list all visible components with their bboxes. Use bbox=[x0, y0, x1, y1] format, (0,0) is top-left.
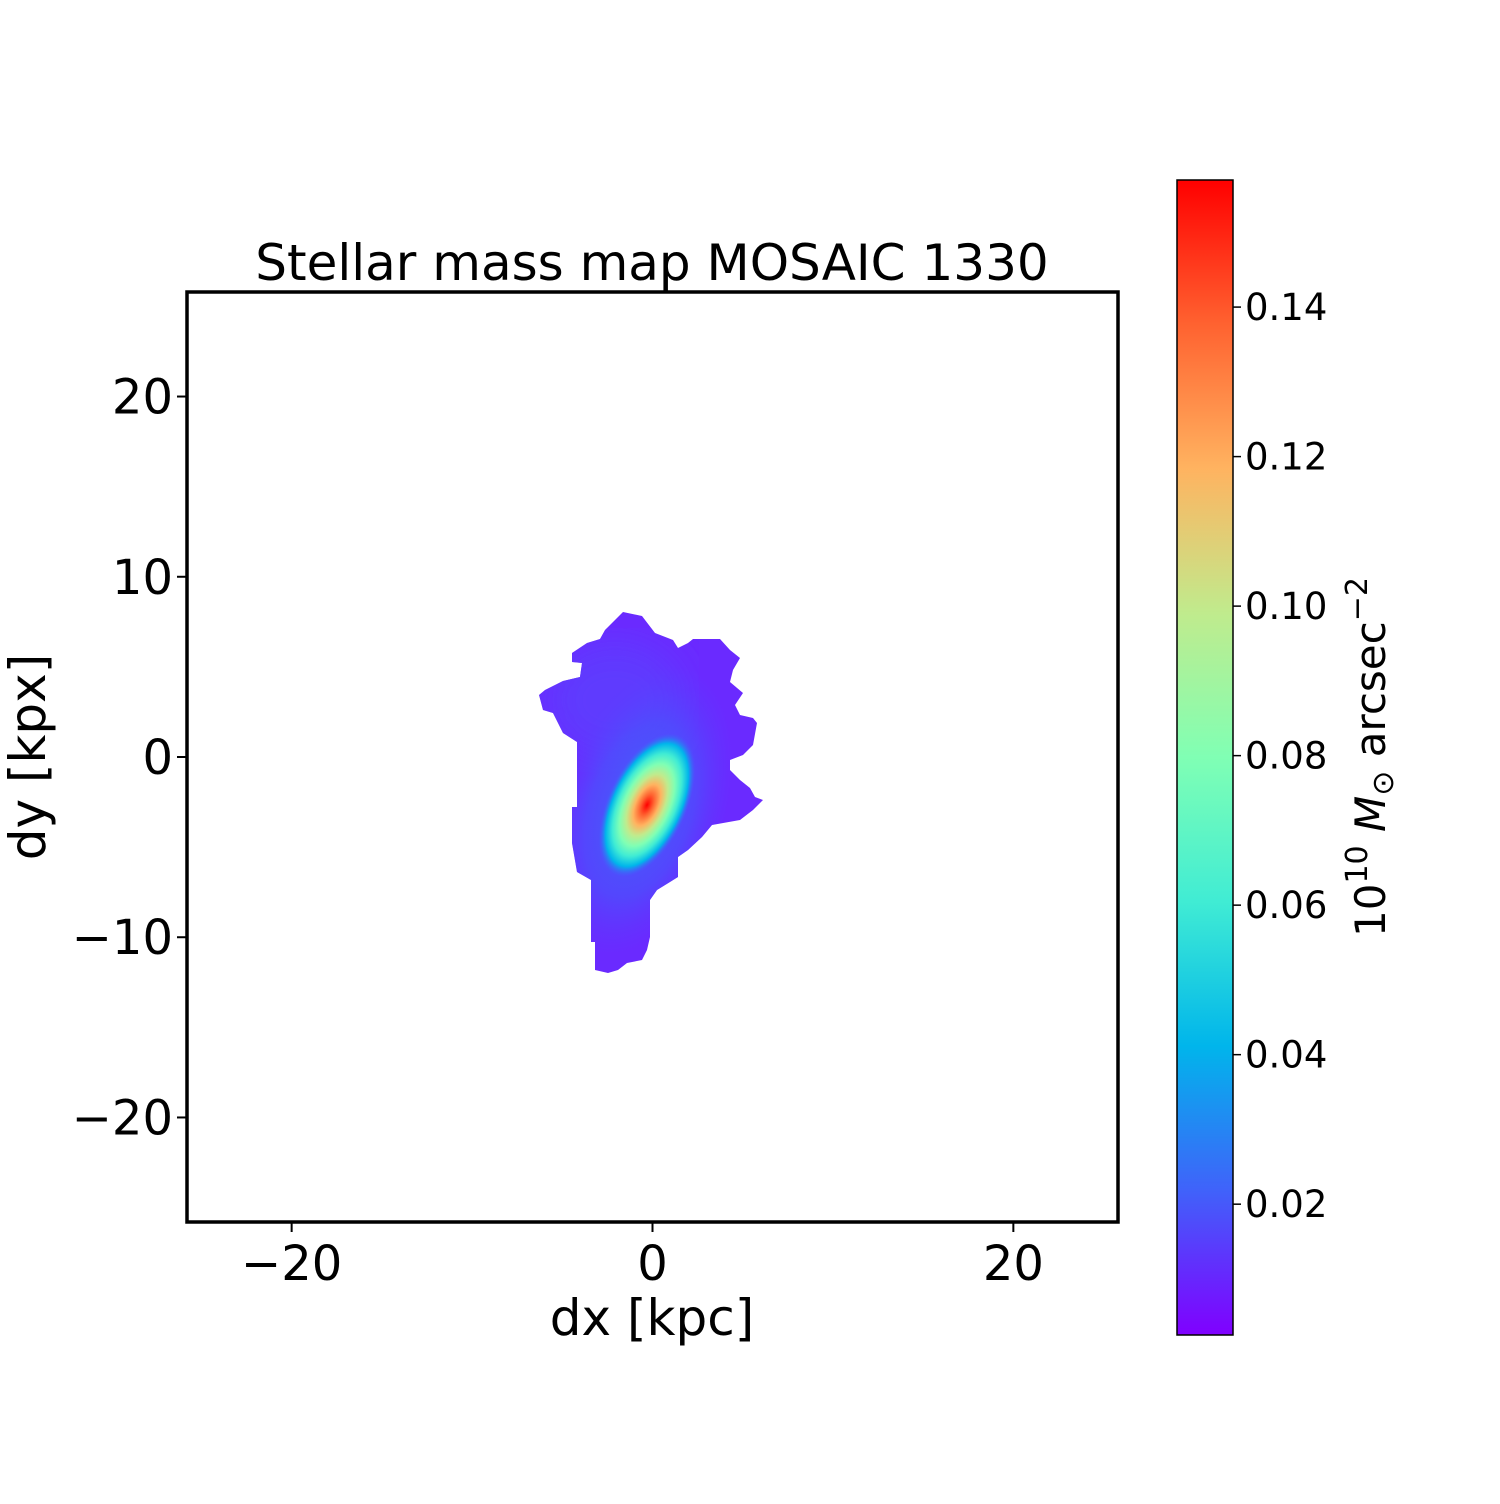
y-axis: −20 −10 0 10 20 bbox=[72, 370, 187, 1146]
y-tick-label: 10 bbox=[112, 550, 173, 606]
colorbar-tick-label: 0.06 bbox=[1245, 884, 1327, 927]
x-axis-label: dx [kpc] bbox=[550, 1289, 754, 1347]
x-axis: −20 0 20 bbox=[241, 1222, 1044, 1292]
colorbar-tick-label: 0.08 bbox=[1245, 735, 1327, 778]
colorbar-tick-label: 0.04 bbox=[1245, 1034, 1327, 1077]
colorbar-tick-label: 0.12 bbox=[1245, 436, 1327, 479]
stellar-mass-image bbox=[539, 612, 763, 973]
y-tick-label: 0 bbox=[142, 730, 173, 786]
y-axis-label: dy [kpx] bbox=[0, 654, 57, 861]
colorbar-label: 1010 M⊙ arcsec−2 bbox=[1340, 577, 1401, 937]
galaxy-core bbox=[591, 723, 703, 887]
chart-title: Stellar mass map MOSAIC 1330 bbox=[255, 234, 1048, 292]
x-tick-label: 0 bbox=[637, 1236, 668, 1292]
colorbar-ticks: 0.02 0.04 0.06 0.08 0.10 0.12 0.14 bbox=[1233, 286, 1327, 1226]
y-tick-label: −10 bbox=[72, 910, 173, 966]
colorbar-tick-label: 0.14 bbox=[1245, 286, 1327, 329]
y-tick-label: 20 bbox=[112, 370, 173, 426]
y-tick-label: −20 bbox=[72, 1090, 173, 1146]
x-tick-label: −20 bbox=[241, 1236, 342, 1292]
colorbar-tick-label: 0.02 bbox=[1245, 1183, 1327, 1226]
colorbar bbox=[1176, 179, 1234, 1336]
x-tick-label: 20 bbox=[983, 1236, 1044, 1292]
colorbar-tick-label: 0.10 bbox=[1245, 585, 1327, 628]
